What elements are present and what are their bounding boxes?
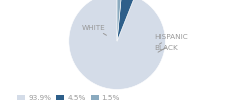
Wedge shape <box>69 0 165 89</box>
Text: BLACK: BLACK <box>154 45 178 52</box>
Wedge shape <box>117 0 122 41</box>
Wedge shape <box>117 0 135 41</box>
Text: HISPANIC: HISPANIC <box>154 34 188 44</box>
Legend: 93.9%, 4.5%, 1.5%: 93.9%, 4.5%, 1.5% <box>14 92 123 100</box>
Text: WHITE: WHITE <box>82 25 107 35</box>
